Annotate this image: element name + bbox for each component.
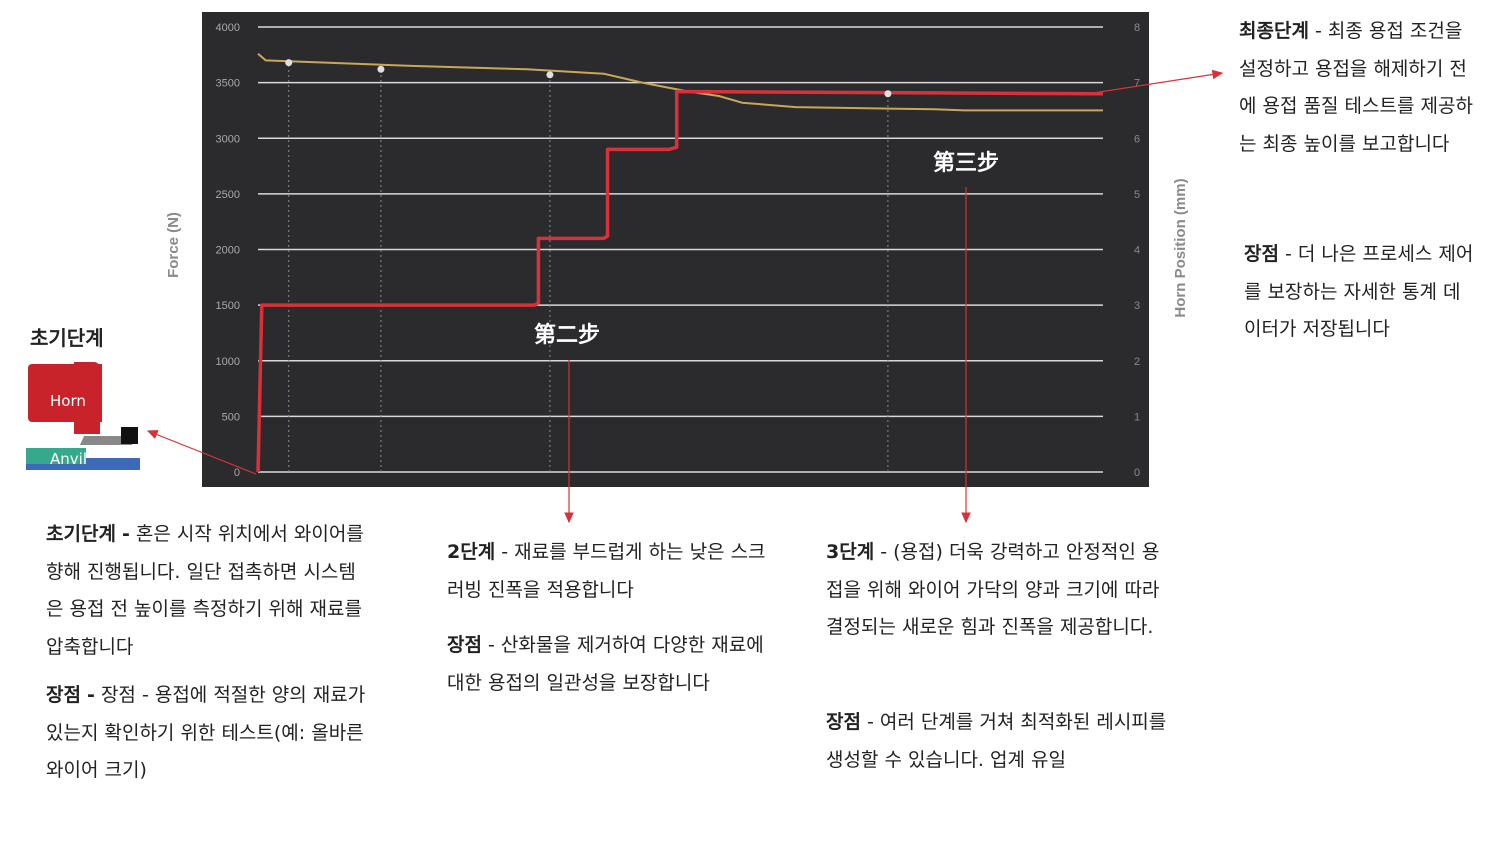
y-tick-label-left: 1500 xyxy=(216,300,240,312)
horn-anvil-diagram: Horn Anvil xyxy=(26,362,142,474)
y-tick-label-left: 3000 xyxy=(216,133,240,145)
initial-stage-heading: 초기단계 xyxy=(30,326,104,350)
final-advantage-text: 장점 - 더 나은 프로세스 제어를 보장하는 자세한 통계 데이터가 저장됩니… xyxy=(1244,236,1476,349)
y-axis-right-label: Horn Position (mm) xyxy=(1172,178,1189,317)
y-tick-label-right: 4 xyxy=(1134,245,1140,257)
initial-advantage-dash: - xyxy=(87,684,95,706)
y-tick-label-left: 0 xyxy=(234,467,240,479)
final-advantage-body: - 더 나은 프로세스 제어를 보장하는 자세한 통계 데이터가 저장됩니다 xyxy=(1244,243,1474,340)
annotation-step2: 第二步 xyxy=(534,322,600,348)
final-stage-body: - 최종 용접 조건을 설정하고 용접을 해제하기 전에 용접 품질 테스트를 … xyxy=(1239,20,1473,155)
final-stage-title: 최종단계 xyxy=(1239,20,1309,42)
anvil-shape xyxy=(26,448,86,464)
y-tick-label-right: 0 xyxy=(1134,467,1140,479)
initial-advantage-body: 장점 - 용접에 적절한 양의 재료가 있는지 확인하기 위한 테스트(예: 올… xyxy=(46,684,366,781)
data-point-marker xyxy=(546,71,554,79)
initial-stage-body: 혼은 시작 위치에서 와이어를 향해 진행됩니다. 일단 접촉하면 시스템은 용… xyxy=(46,523,364,658)
initial-stage-title: 초기단계 xyxy=(46,523,116,545)
stage2-advantage-text: 장점 - 산화물을 제거하여 다양한 재료에 대한 용접의 일관성을 보장합니다 xyxy=(447,627,773,702)
series-line xyxy=(256,89,1104,473)
y-tick-label-right: 5 xyxy=(1134,189,1140,201)
stage3-advantage-label: 장점 xyxy=(826,711,861,733)
initial-advantage-label: 장점 xyxy=(46,684,81,706)
y-tick-label-left: 4000 xyxy=(216,22,240,34)
y-tick-label-left: 1000 xyxy=(216,356,240,368)
y-tick-label-right: 1 xyxy=(1134,411,1140,423)
y-tick-label-right: 8 xyxy=(1134,22,1140,34)
stage2-advantage-body: - 산화물을 제거하여 다양한 재료에 대한 용접의 일관성을 보장합니다 xyxy=(447,634,764,694)
stage3-advantage-text: 장점 - 여러 단계를 거쳐 최적화된 레시피를 생성할 수 있습니다. 업계 … xyxy=(826,704,1176,779)
data-point-marker xyxy=(884,90,892,98)
stage3-title: 3단계 xyxy=(826,541,875,563)
stage3-text: 3단계 - (용접) 더욱 강력하고 안정적인 용접을 위해 와이어 가닥의 양… xyxy=(826,534,1176,647)
y-tick-label-left: 500 xyxy=(222,411,240,423)
y-tick-label-left: 2000 xyxy=(216,245,240,257)
y-axis-left-label: Force (N) xyxy=(165,212,182,278)
initial-stage-text: 초기단계 - 혼은 시작 위치에서 와이어를 향해 진행됩니다. 일단 접촉하면… xyxy=(46,516,370,666)
y-tick-label-right: 7 xyxy=(1134,78,1140,90)
y-tick-label-right: 3 xyxy=(1134,300,1140,312)
stage2-advantage-label: 장점 xyxy=(447,634,482,656)
y-tick-label-right: 6 xyxy=(1134,133,1140,145)
arrow-init xyxy=(146,430,257,475)
y-tick-label-left: 2500 xyxy=(216,189,240,201)
horn-label: Horn xyxy=(50,392,86,410)
data-point-marker xyxy=(285,59,293,67)
horn-tip-shape xyxy=(74,362,100,434)
stage2-title: 2단계 xyxy=(447,541,496,563)
stage2-text: 2단계 - 재료를 부드럽게 하는 낮은 스크러빙 진폭을 적용합니다 xyxy=(447,534,773,609)
initial-stage-dash: - xyxy=(121,523,130,545)
arrow-final xyxy=(1079,69,1224,96)
wire-end-shape xyxy=(121,427,138,444)
annotation-step3: 第三步 xyxy=(933,150,999,176)
y-tick-label-right: 2 xyxy=(1134,356,1140,368)
stage3-advantage-body: - 여러 단계를 거쳐 최적화된 레시피를 생성할 수 있습니다. 업계 유일 xyxy=(826,711,1167,771)
anvil-label: Anvil xyxy=(50,450,87,468)
stage3-body: - (용접) 더욱 강력하고 안정적인 용접을 위해 와이어 가닥의 양과 크기… xyxy=(826,541,1160,638)
final-stage-text: 최종단계 - 최종 용접 조건을 설정하고 용접을 해제하기 전에 용접 품질 … xyxy=(1239,13,1477,163)
y-tick-label-left: 3500 xyxy=(216,78,240,90)
stage2-body: - 재료를 부드럽게 하는 낮은 스크러빙 진폭을 적용합니다 xyxy=(447,541,766,601)
data-point-marker xyxy=(377,65,385,73)
final-advantage-label: 장점 xyxy=(1244,243,1279,265)
initial-advantage-text: 장점 - 장점 - 용접에 적절한 양의 재료가 있는지 확인하기 위한 테스트… xyxy=(46,677,370,790)
